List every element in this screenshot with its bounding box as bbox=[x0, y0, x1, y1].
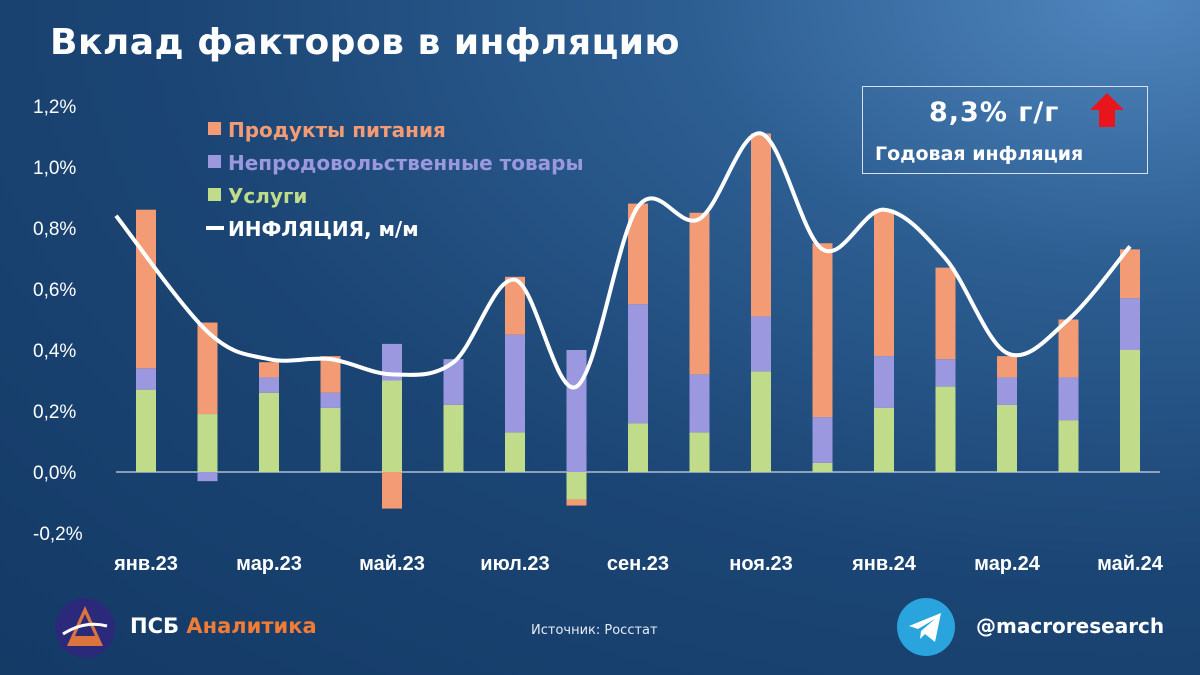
bar-segment bbox=[689, 212, 710, 375]
y-tick-label: 0,8% bbox=[33, 219, 76, 240]
up-arrow-icon bbox=[1090, 93, 1124, 127]
bar-segment bbox=[997, 377, 1017, 405]
bar-segment bbox=[751, 371, 771, 472]
legend-label: Услуги bbox=[228, 184, 307, 208]
x-tick-label: июл.23 bbox=[480, 553, 549, 575]
y-tick-label: 0,6% bbox=[33, 280, 76, 301]
y-tick-label: 0,4% bbox=[33, 341, 76, 362]
x-tick-label: ноя.23 bbox=[729, 553, 793, 575]
bar-segment bbox=[1120, 298, 1140, 350]
y-tick-label: 1,0% bbox=[33, 158, 76, 179]
bar-segment bbox=[812, 243, 833, 418]
bar-segment bbox=[812, 417, 833, 463]
legend-label: ИНФЛЯЦИЯ, м/м bbox=[228, 217, 419, 241]
bar-segment bbox=[382, 380, 402, 472]
bar-segment bbox=[997, 404, 1017, 472]
bar-segment bbox=[320, 356, 341, 393]
bar-segment bbox=[935, 386, 956, 472]
bar-segment bbox=[1058, 377, 1079, 421]
bar-segment bbox=[935, 267, 956, 360]
bar-segment bbox=[505, 432, 525, 472]
brand-accent: Аналитика bbox=[186, 614, 317, 638]
bar-segment bbox=[382, 343, 402, 381]
annual-inflation-box: 8,3% г/г Годовая инфляция bbox=[862, 86, 1148, 174]
bar-segment bbox=[505, 276, 525, 335]
legend-swatch bbox=[208, 122, 221, 135]
y-tick-label: 1,2% bbox=[33, 97, 76, 118]
chart-title: Вклад факторов в инфляцию bbox=[50, 22, 681, 63]
bar-segment bbox=[628, 203, 648, 305]
bar-segment bbox=[197, 414, 218, 472]
bar-segment bbox=[259, 377, 279, 393]
bar-segment bbox=[689, 432, 710, 472]
bar-segment bbox=[874, 356, 894, 408]
brand-main: ПСБ bbox=[130, 614, 179, 638]
x-tick-label: янв.23 bbox=[113, 553, 178, 575]
bar-segment bbox=[505, 334, 525, 433]
bar-segment bbox=[1120, 350, 1140, 472]
bar-segment bbox=[689, 374, 710, 433]
bar-segment bbox=[136, 389, 156, 472]
bar-segment bbox=[566, 472, 587, 500]
bar-segment bbox=[382, 472, 402, 509]
legend-swatch bbox=[208, 188, 221, 201]
bar-segment bbox=[320, 392, 341, 408]
psb-logo-icon bbox=[53, 596, 117, 664]
bar-segment bbox=[197, 472, 218, 482]
bar-segment bbox=[259, 392, 279, 472]
bar-segment bbox=[443, 404, 464, 472]
legend-swatch bbox=[208, 155, 221, 168]
x-tick-label: мар.24 bbox=[974, 553, 1041, 575]
bar-segment bbox=[320, 407, 341, 472]
telegram-handle[interactable]: @macroresearch bbox=[976, 614, 1165, 638]
bar-segment bbox=[1058, 420, 1079, 472]
x-tick-label: сен.23 bbox=[607, 553, 669, 575]
x-tick-label: янв.24 bbox=[851, 553, 917, 575]
bar-segment bbox=[566, 350, 587, 472]
brand-name: ПСБ Аналитика bbox=[130, 614, 317, 638]
annual-inflation-value: 8,3% г/г bbox=[929, 97, 1060, 128]
bar-segment bbox=[136, 368, 156, 390]
source-note: Источник: Росстат bbox=[531, 623, 658, 638]
bar-segment bbox=[136, 209, 156, 369]
bar-segment bbox=[259, 362, 279, 378]
y-tick-label: 0,2% bbox=[33, 402, 76, 423]
bar-segment bbox=[628, 423, 648, 472]
bar-segment bbox=[874, 407, 894, 472]
bar-segment bbox=[812, 462, 833, 472]
bar-segment bbox=[997, 356, 1017, 378]
legend-label: Непродовольственные товары bbox=[228, 151, 584, 175]
bar-segment bbox=[874, 209, 894, 357]
x-tick-label: мар.23 bbox=[236, 553, 302, 575]
bar-segment bbox=[443, 359, 464, 405]
bar-segment bbox=[935, 359, 956, 387]
bar-segment bbox=[197, 322, 218, 415]
telegram-icon[interactable] bbox=[897, 598, 955, 660]
x-tick-label: май.23 bbox=[359, 553, 425, 575]
y-tick-label: 0,0% bbox=[33, 463, 76, 484]
bar-segment bbox=[566, 499, 587, 506]
bar-segment bbox=[628, 304, 648, 424]
annual-inflation-label: Годовая инфляция bbox=[875, 143, 1084, 165]
legend-label: Продукты питания bbox=[228, 118, 446, 142]
y-tick-label: -0,2% bbox=[33, 524, 83, 545]
bar-segment bbox=[1120, 249, 1140, 299]
bar-segment bbox=[1058, 319, 1079, 378]
inflation-line bbox=[114, 131, 1132, 390]
bar-segment bbox=[751, 133, 771, 317]
bar-segment bbox=[751, 316, 771, 372]
x-tick-label: май.24 bbox=[1097, 553, 1164, 575]
